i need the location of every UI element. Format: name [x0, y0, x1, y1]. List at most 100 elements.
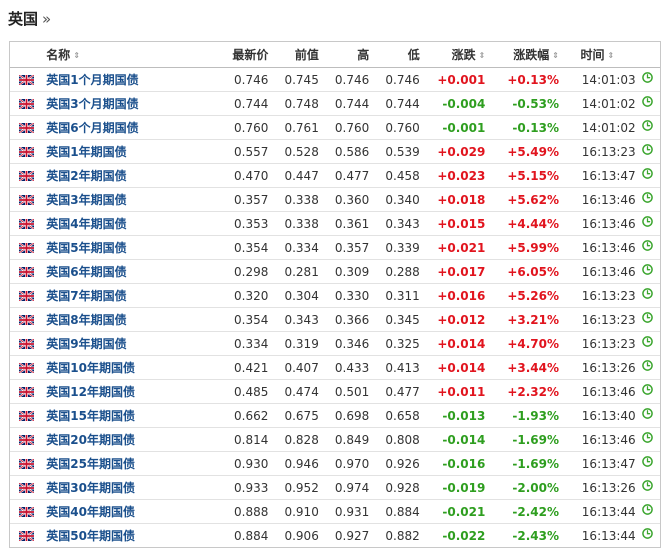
bond-name-cell: 英国9年期国债: [42, 331, 216, 356]
uk-flag-icon: [10, 259, 43, 284]
bond-name-link[interactable]: 英国8年期国债: [46, 313, 127, 327]
high-cell: 0.501: [318, 379, 370, 404]
header-name[interactable]: 名称 ⇕: [42, 42, 216, 68]
clock-icon[interactable]: [635, 91, 660, 116]
clock-icon[interactable]: [635, 307, 660, 332]
bond-name-link[interactable]: 英国15年期国债: [46, 409, 135, 423]
table-row[interactable]: 英国2年期国债 0.470 0.447 0.477 0.458 +0.023 +5.15% 1…: [10, 163, 660, 188]
clock-icon[interactable]: [635, 331, 660, 356]
bond-name-link[interactable]: 英国30年期国债: [46, 481, 135, 495]
table-row[interactable]: 英国12年期国债 0.485 0.474 0.501 0.477 +0.011 +2.32%…: [10, 379, 660, 404]
low-cell: 0.340: [369, 187, 420, 212]
header-flag-cell: [10, 42, 43, 68]
change-cell: +0.018: [419, 187, 486, 212]
sort-icon[interactable]: ⇕: [552, 51, 559, 60]
bond-name-link[interactable]: 英国3年期国债: [46, 193, 127, 207]
header-chg-label: 涨跌: [451, 48, 476, 62]
bond-name-link[interactable]: 英国20年期国债: [46, 433, 135, 447]
time-cell: 14:01:02: [559, 91, 636, 116]
clock-icon[interactable]: [635, 427, 660, 452]
change-pct-cell: +3.44%: [485, 355, 559, 380]
clock-icon[interactable]: [635, 379, 660, 404]
table-row[interactable]: 英国4年期国债 0.353 0.338 0.361 0.343 +0.015 +4.44% 1…: [10, 211, 660, 236]
bond-name-link[interactable]: 英国2年期国债: [46, 169, 127, 183]
header-time[interactable]: 时间 ⇕: [559, 42, 636, 68]
clock-icon[interactable]: [635, 115, 660, 140]
bond-name-link[interactable]: 英国12年期国债: [46, 385, 135, 399]
change-cell: +0.001: [419, 67, 486, 92]
clock-icon[interactable]: [636, 524, 660, 548]
table-row[interactable]: 英国3个月期国债 0.744 0.748 0.744 0.744 -0.004 -0.53%…: [10, 91, 660, 116]
clock-icon[interactable]: [635, 283, 660, 308]
clock-icon[interactable]: [635, 187, 660, 212]
header-clock-cell: [635, 42, 660, 68]
bond-name-link[interactable]: 英国10年期国债: [46, 361, 135, 375]
bond-name-link[interactable]: 英国9年期国债: [46, 337, 127, 351]
clock-icon[interactable]: [635, 211, 660, 236]
clock-icon[interactable]: [635, 475, 660, 500]
table-row[interactable]: 英国7年期国债 0.320 0.304 0.330 0.311 +0.016 +5.26% 1…: [10, 283, 660, 308]
bond-name-link[interactable]: 英国1年期国债: [46, 145, 127, 159]
last-price-cell: 0.353: [215, 211, 269, 236]
table-row[interactable]: 英国30年期国债 0.933 0.952 0.974 0.928 -0.019 -2.00%…: [10, 475, 660, 500]
bond-name-cell: 英国40年期国债: [42, 499, 216, 524]
table-row[interactable]: 英国1年期国债 0.557 0.528 0.586 0.539 +0.029 +5.49% 1…: [10, 139, 660, 164]
change-pct-cell: -1.69%: [485, 451, 559, 476]
header-pct[interactable]: 涨跌幅 ⇕: [485, 42, 559, 68]
clock-icon[interactable]: [635, 67, 660, 92]
table-row[interactable]: 英国25年期国债 0.930 0.946 0.970 0.926 -0.016 -1.69%…: [10, 451, 660, 476]
high-cell: 0.698: [318, 403, 370, 428]
bond-name-link[interactable]: 英国5年期国债: [46, 241, 127, 255]
sort-icon[interactable]: ⇕: [73, 51, 81, 60]
bond-name-cell: 英国30年期国债: [42, 475, 216, 500]
table-row[interactable]: 英国40年期国债 0.888 0.910 0.931 0.884 -0.021 -2.42%…: [10, 499, 660, 524]
header-chg[interactable]: 涨跌 ⇕: [419, 42, 486, 68]
bond-name-link[interactable]: 英国50年期国债: [46, 529, 135, 543]
table-row[interactable]: 英国6年期国债 0.298 0.281 0.309 0.288 +0.017 +6.05% 1…: [10, 259, 660, 284]
clock-icon[interactable]: [635, 355, 660, 380]
bond-name-link[interactable]: 英国3个月期国债: [46, 97, 139, 111]
prev-value-cell: 0.407: [268, 355, 319, 380]
prev-value-cell: 0.447: [268, 163, 319, 188]
prev-value-cell: 0.675: [268, 403, 319, 428]
table-row[interactable]: 英国20年期国债 0.814 0.828 0.849 0.808 -0.014 -1.69%…: [10, 427, 660, 452]
header-high: 高: [318, 42, 370, 68]
low-cell: 0.744: [369, 91, 420, 116]
table-row[interactable]: 英国8年期国债 0.354 0.343 0.366 0.345 +0.012 +3.21% 1…: [10, 307, 660, 332]
time-cell: 16:13:46: [559, 235, 636, 260]
high-cell: 0.366: [318, 307, 370, 332]
clock-icon[interactable]: [635, 235, 660, 260]
bond-name-link[interactable]: 英国6年期国债: [46, 265, 127, 279]
low-cell: 0.288: [369, 259, 420, 284]
bond-name-cell: 英国6个月期国债: [42, 115, 216, 140]
change-cell: -0.001: [419, 115, 486, 140]
sort-icon[interactable]: ⇕: [478, 51, 486, 60]
bond-name-link[interactable]: 英国25年期国债: [46, 457, 135, 471]
clock-icon[interactable]: [635, 451, 660, 476]
clock-icon[interactable]: [635, 403, 660, 428]
high-cell: 0.330: [318, 283, 370, 308]
clock-icon[interactable]: [635, 163, 660, 188]
table-row[interactable]: 英国10年期国债 0.421 0.407 0.433 0.413 +0.014 +3.44%…: [10, 355, 660, 380]
bond-name-link[interactable]: 英国40年期国债: [46, 505, 135, 519]
table-row[interactable]: 英国15年期国债 0.662 0.675 0.698 0.658 -0.013 -1.93%…: [10, 403, 660, 428]
table-row[interactable]: 英国9年期国债 0.334 0.319 0.346 0.325 +0.014 +4.70% 1…: [10, 331, 660, 356]
last-price-cell: 0.354: [215, 307, 269, 332]
bond-name-link[interactable]: 英国7年期国债: [46, 289, 127, 303]
clock-icon[interactable]: [635, 499, 660, 524]
change-cell: +0.014: [419, 355, 486, 380]
table-row[interactable]: 英国5年期国债 0.354 0.334 0.357 0.339 +0.021 +5.99% 1…: [10, 235, 660, 260]
clock-icon[interactable]: [635, 259, 660, 284]
uk-flag-icon: [10, 403, 43, 428]
table-row[interactable]: 英国1个月期国债 0.746 0.745 0.746 0.746 +0.001 +0.13%…: [10, 67, 660, 92]
sort-icon[interactable]: ⇕: [607, 51, 615, 60]
bond-name-link[interactable]: 英国6个月期国债: [46, 121, 139, 135]
change-cell: +0.015: [419, 211, 486, 236]
uk-flag-icon: [10, 211, 43, 236]
bond-name-link[interactable]: 英国1个月期国债: [46, 73, 139, 87]
clock-icon[interactable]: [635, 139, 660, 164]
table-row[interactable]: 英国6个月期国债 0.760 0.761 0.760 0.760 -0.001 -0.13%…: [10, 115, 660, 140]
table-row[interactable]: 英国50年期国债 0.884 0.906 0.927 0.882 -0.022 -2.43%…: [10, 524, 660, 548]
bond-name-link[interactable]: 英国4年期国债: [46, 217, 127, 231]
table-row[interactable]: 英国3年期国债 0.357 0.338 0.360 0.340 +0.018 +5.62% 1…: [10, 187, 660, 212]
